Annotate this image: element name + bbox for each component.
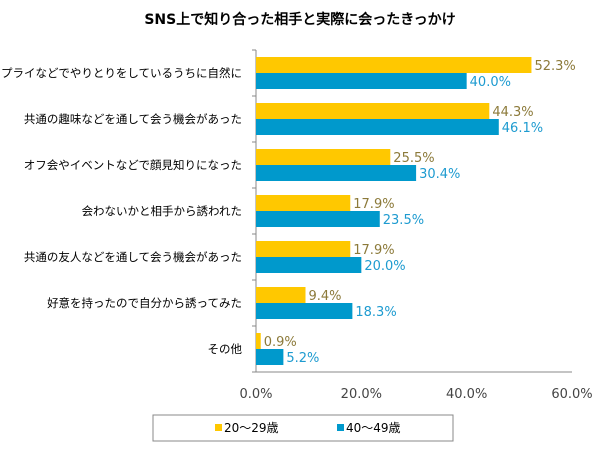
- x-tick-label: 0.0%: [239, 387, 272, 402]
- bar-20s: [256, 195, 351, 211]
- bar-20s: [256, 241, 351, 257]
- category-label: 好意を持ったので自分から誘ってみた: [47, 296, 242, 310]
- data-label-20s: 52.3%: [534, 59, 575, 74]
- bar-20s: [256, 57, 532, 73]
- legend-label-20s: 20〜29歳: [224, 421, 279, 435]
- data-label-40s: 18.3%: [355, 305, 396, 320]
- data-label-40s: 46.1%: [502, 121, 543, 136]
- x-tick-label: 20.0%: [341, 387, 382, 402]
- bar-20s: [256, 287, 306, 303]
- x-tick-label: 40.0%: [446, 387, 487, 402]
- bar-20s: [256, 103, 490, 119]
- data-label-20s: 44.3%: [492, 105, 533, 120]
- legend-box: [152, 414, 454, 442]
- category-label: 会わないかと相手から誘われた: [82, 204, 242, 218]
- category-label: 共通の友人などを通して会う機会があった: [24, 250, 242, 264]
- data-label-40s: 30.4%: [419, 167, 460, 182]
- legend-label-40s: 40〜49歳: [346, 421, 401, 435]
- data-label-20s: 17.9%: [353, 243, 394, 258]
- bar-40s: [256, 349, 284, 365]
- data-label-40s: 20.0%: [364, 259, 405, 274]
- data-label-40s: 23.5%: [383, 213, 424, 228]
- chart-title: SNS上で知り合った相手と実際に会ったきっかけ: [144, 11, 455, 28]
- bar-40s: [256, 303, 353, 319]
- data-label-40s: 5.2%: [286, 351, 319, 366]
- bar-40s: [256, 211, 380, 227]
- category-label: リプライなどでやりとりをしているうちに自然に: [0, 66, 242, 80]
- data-label-20s: 9.4%: [309, 289, 342, 304]
- category-label: オフ会やイベントなどで顔見知りになった: [24, 158, 242, 172]
- data-label-20s: 17.9%: [353, 197, 394, 212]
- x-tick-label: 60.0%: [551, 387, 592, 402]
- bar-40s: [256, 73, 467, 89]
- data-label-40s: 40.0%: [470, 75, 511, 90]
- bar-20s: [256, 149, 391, 165]
- plot-area: リプライなどでやりとりをしているうちに自然に 52.3% 40.0% 共通の趣味などを…: [0, 49, 593, 402]
- category-label: 共通の趣味などを通して会う機会があった: [24, 112, 242, 126]
- category-label: その他: [208, 342, 243, 356]
- legend-swatch-40s: [337, 424, 344, 431]
- bar-20s: [256, 333, 261, 349]
- legend-swatch-20s: [215, 424, 222, 431]
- bar-40s: [256, 165, 417, 181]
- bar-40s: [256, 257, 362, 273]
- data-label-20s: 25.5%: [393, 151, 434, 166]
- legend: 20〜29歳 40〜49歳: [152, 414, 454, 442]
- data-label-20s: 0.9%: [264, 335, 297, 350]
- bar-40s: [256, 119, 499, 135]
